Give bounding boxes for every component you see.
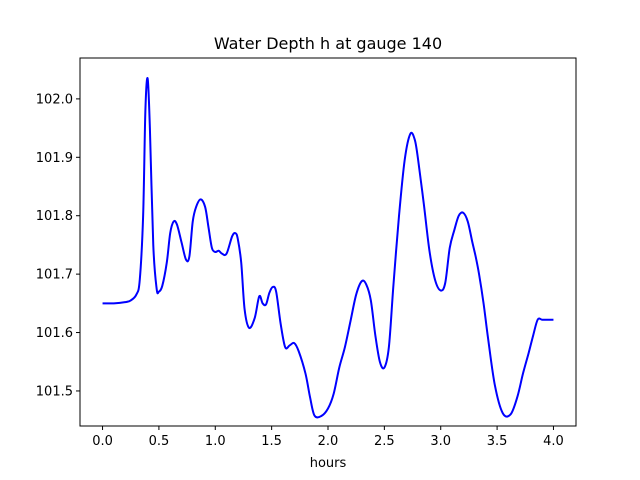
y-tick-label: 101.8 (36, 209, 73, 224)
x-tick-label: 2.0 (318, 434, 339, 449)
y-axis-ticks: 101.5 101.6 101.7 101.8 101.9 102.0 (36, 92, 80, 399)
series-line (102, 77, 554, 419)
chart-title: Water Depth h at gauge 140 (214, 34, 442, 53)
y-tick-label: 101.5 (36, 384, 73, 399)
x-axis-label: hours (310, 456, 347, 471)
x-tick-label: 0.0 (92, 434, 113, 449)
y-tick-label: 101.6 (36, 326, 73, 341)
y-tick-label: 101.7 (36, 268, 73, 283)
x-tick-label: 2.5 (374, 434, 395, 449)
x-tick-label: 1.5 (261, 434, 282, 449)
x-tick-label: 0.5 (149, 434, 170, 449)
x-tick-label: 1.0 (205, 434, 226, 449)
x-tick-label: 3.5 (487, 434, 508, 449)
x-axis-ticks: 0.0 0.5 1.0 1.5 2.0 2.5 3.0 3.5 4.0 (92, 426, 564, 449)
x-tick-label: 3.0 (430, 434, 451, 449)
y-tick-label: 101.9 (36, 151, 73, 166)
plot-area (102, 77, 554, 419)
y-tick-label: 102.0 (36, 92, 73, 107)
axes-frame (79, 57, 577, 427)
x-tick-label: 4.0 (543, 434, 564, 449)
